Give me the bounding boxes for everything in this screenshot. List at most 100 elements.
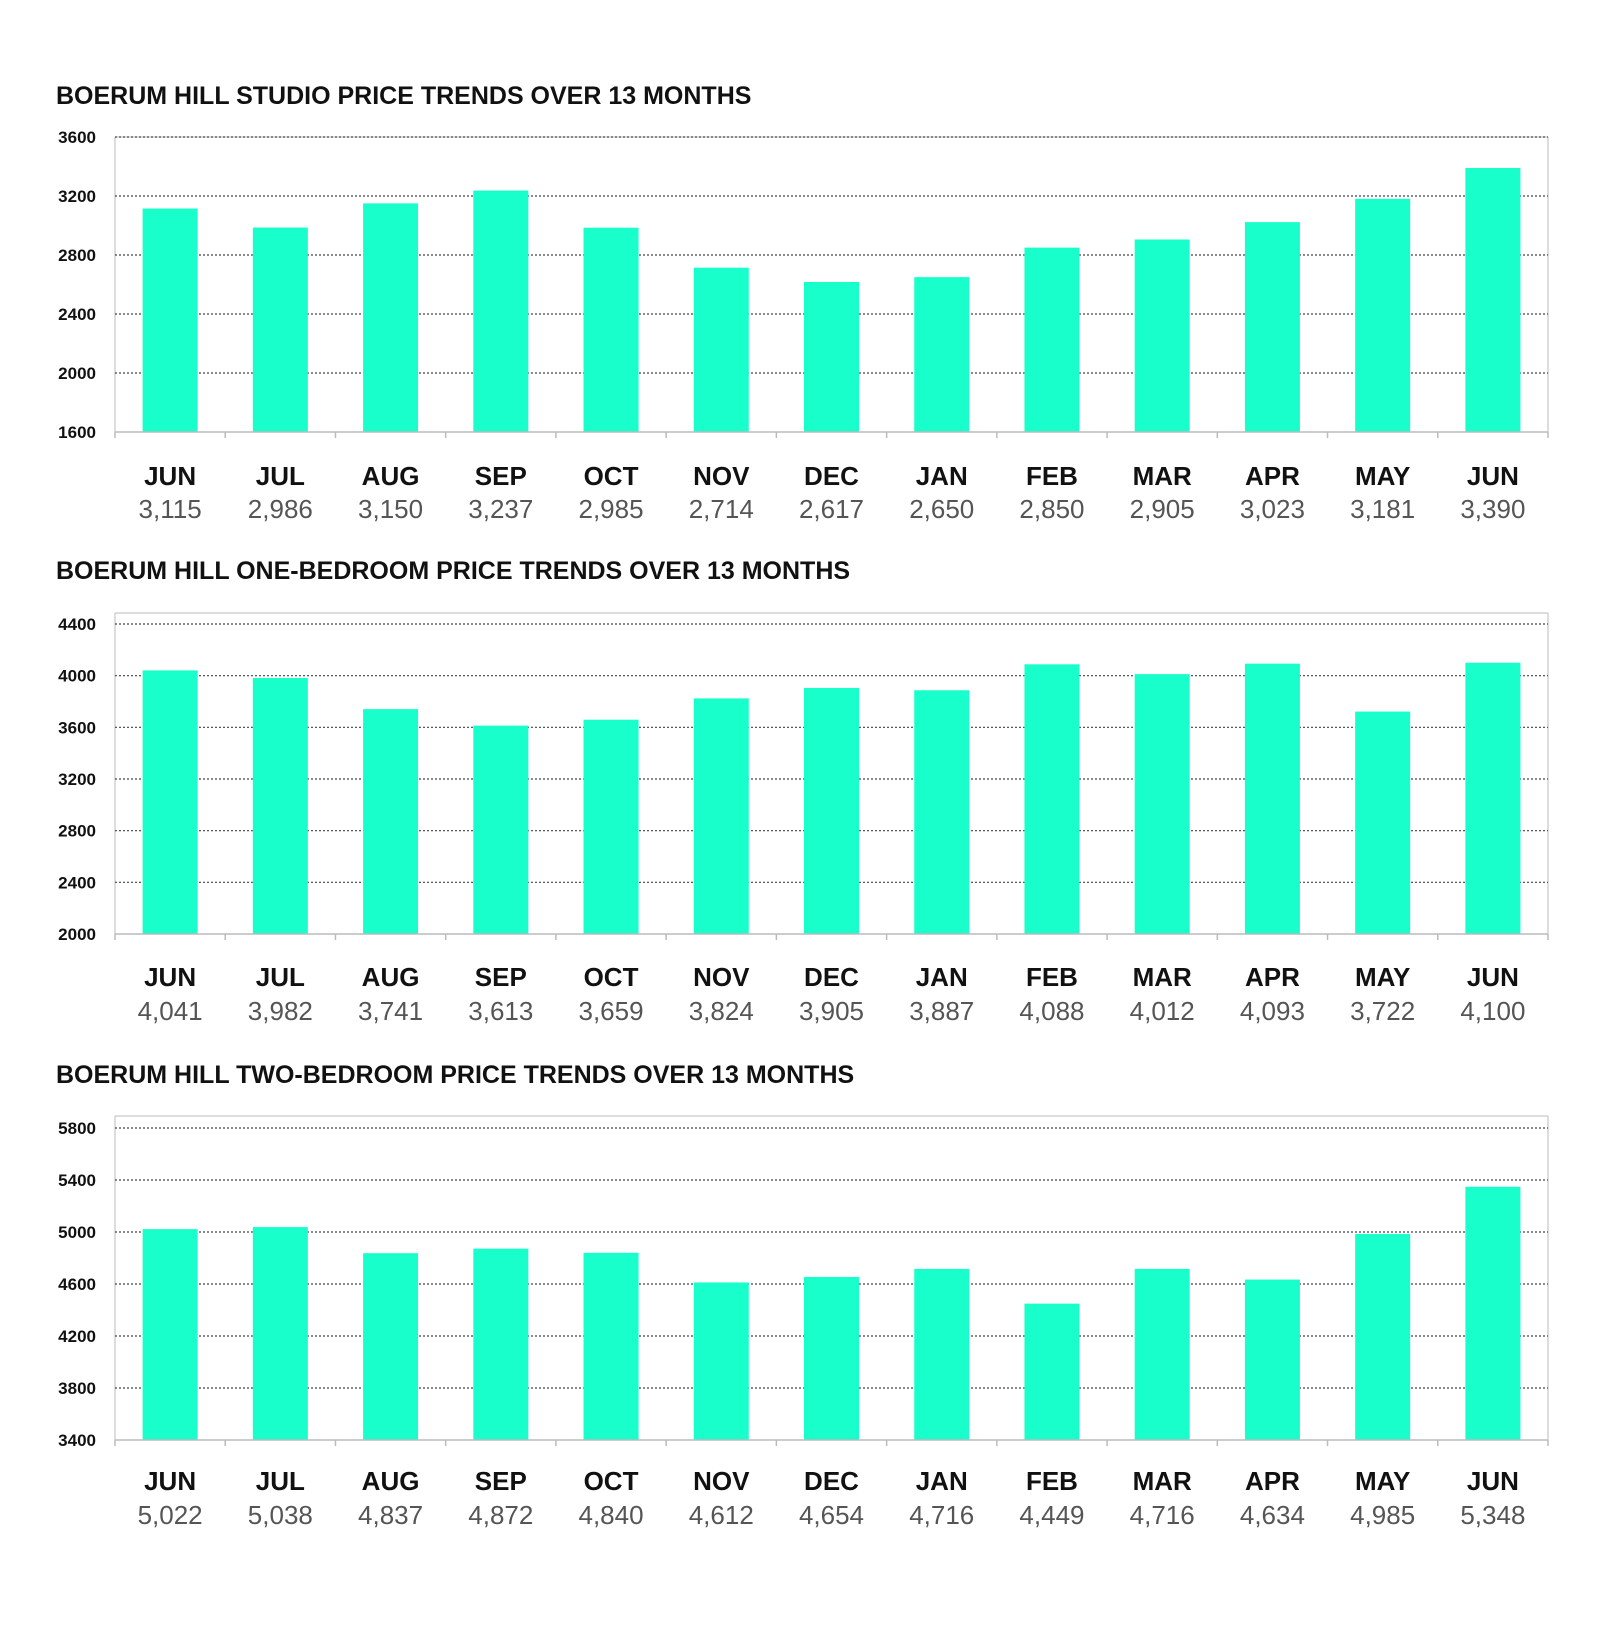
bar	[693, 267, 749, 432]
data-label: 3,824	[689, 996, 754, 1026]
data-label: 3,390	[1460, 494, 1525, 524]
bar	[142, 670, 198, 934]
bar	[473, 1248, 529, 1440]
category-label: DEC	[804, 962, 859, 992]
category-label: AUG	[362, 461, 420, 491]
data-label: 3,722	[1350, 996, 1415, 1026]
bar	[804, 687, 859, 934]
data-label: 5,038	[248, 1500, 313, 1530]
bar	[1024, 664, 1080, 934]
category-label: APR	[1245, 1466, 1300, 1496]
y-tick-label: 2000	[58, 364, 96, 383]
bar	[252, 1227, 308, 1440]
data-label: 3,982	[248, 996, 313, 1026]
y-tick-label: 4400	[58, 615, 96, 634]
category-label: SEP	[475, 1466, 527, 1496]
category-label: SEP	[475, 962, 527, 992]
one-bedroom-chart-svg: 2000 2400 2800 3200 3600 4000 4400 JUN 4,041 JUL 3…	[58, 612, 1549, 1026]
chart-title: BOERUM HILL TWO-BEDROOM PRICE TRENDS OVE…	[56, 1061, 855, 1089]
category-label: APR	[1245, 461, 1300, 491]
data-label: 2,986	[248, 494, 313, 524]
category-label: NOV	[693, 962, 750, 992]
y-tick-label: 3600	[58, 718, 96, 737]
category-label: JUN	[144, 1466, 196, 1496]
data-label: 4,840	[578, 1500, 643, 1530]
category-label: JAN	[916, 1466, 968, 1496]
y-tick-label: 1600	[58, 423, 96, 442]
bar	[693, 1282, 749, 1440]
category-label: MAY	[1355, 1466, 1410, 1496]
category-label: FEB	[1026, 1466, 1078, 1496]
y-tick-label: 4200	[58, 1327, 96, 1346]
y-tick-label: 2800	[58, 822, 96, 841]
bar	[1024, 247, 1080, 432]
y-tick-label: 2000	[58, 925, 96, 944]
data-label: 3,237	[468, 494, 533, 524]
category-label: NOV	[693, 461, 750, 491]
bar	[1465, 1186, 1521, 1440]
y-tick-label: 3400	[58, 1431, 96, 1450]
bar	[1024, 1303, 1080, 1440]
y-tick-label: 4600	[58, 1275, 96, 1294]
category-label: FEB	[1026, 962, 1078, 992]
y-tick-label: 4000	[58, 667, 96, 686]
data-label: 2,985	[578, 494, 643, 524]
data-label: 4,088	[1019, 996, 1084, 1026]
bar	[1465, 662, 1521, 934]
data-label: 4,449	[1019, 1500, 1084, 1530]
bar	[693, 698, 749, 934]
bar	[583, 227, 639, 432]
bar	[142, 1229, 198, 1440]
bar	[914, 690, 970, 934]
bar	[583, 1252, 639, 1440]
data-label: 3,023	[1240, 494, 1305, 524]
data-label: 4,041	[138, 996, 203, 1026]
y-tick-label: 5400	[58, 1171, 96, 1190]
data-label: 3,613	[468, 996, 533, 1026]
category-label: JUN	[144, 461, 196, 491]
data-label: 3,115	[139, 494, 202, 524]
bar	[252, 677, 308, 934]
category-label: JUN	[144, 962, 196, 992]
data-label: 4,985	[1350, 1500, 1415, 1530]
data-label: 3,887	[909, 996, 974, 1026]
category-label: JUL	[256, 461, 305, 491]
category-label: MAY	[1355, 461, 1410, 491]
data-label: 4,654	[799, 1500, 864, 1530]
y-tick-label: 2400	[58, 305, 96, 324]
data-label: 2,714	[689, 494, 754, 524]
y-tick-label: 2400	[58, 873, 96, 892]
category-label: JUN	[1467, 962, 1519, 992]
studio-chart-svg: 160020002400280032003600JUN3,115JUL2,986…	[58, 128, 1549, 524]
data-label: 3,150	[358, 494, 423, 524]
data-label: 4,100	[1460, 996, 1525, 1026]
data-label: 2,850	[1019, 494, 1084, 524]
y-tick-label: 3800	[58, 1379, 96, 1398]
category-label: JAN	[916, 962, 968, 992]
bar	[583, 719, 639, 934]
data-label: 4,612	[689, 1500, 754, 1530]
category-label: JUN	[1467, 461, 1519, 491]
two-bedroom-chart-svg: 3400 3800 4200 4600 5000 5400 5800 JUN 5,022 JUL 5…	[58, 1115, 1549, 1530]
y-tick-label: 5000	[58, 1223, 96, 1242]
bar	[1355, 711, 1411, 934]
data-label: 3,905	[799, 996, 864, 1026]
bar	[252, 227, 308, 432]
category-label: FEB	[1026, 461, 1078, 491]
data-label: 4,634	[1240, 1500, 1305, 1530]
y-tick-label: 3200	[58, 187, 96, 206]
category-label: NOV	[693, 1466, 750, 1496]
bar	[363, 203, 419, 432]
data-label: 4,837	[358, 1500, 423, 1530]
bar	[1355, 198, 1411, 432]
bar	[914, 1268, 970, 1440]
data-label: 4,012	[1130, 996, 1195, 1026]
category-label: MAR	[1133, 1466, 1192, 1496]
data-label: 4,716	[909, 1500, 974, 1530]
data-label: 3,659	[578, 996, 643, 1026]
bar	[1134, 239, 1190, 432]
bar	[1355, 1233, 1411, 1440]
bar	[1244, 222, 1300, 432]
y-tick-label: 3600	[58, 128, 96, 147]
category-label: OCT	[584, 461, 639, 491]
